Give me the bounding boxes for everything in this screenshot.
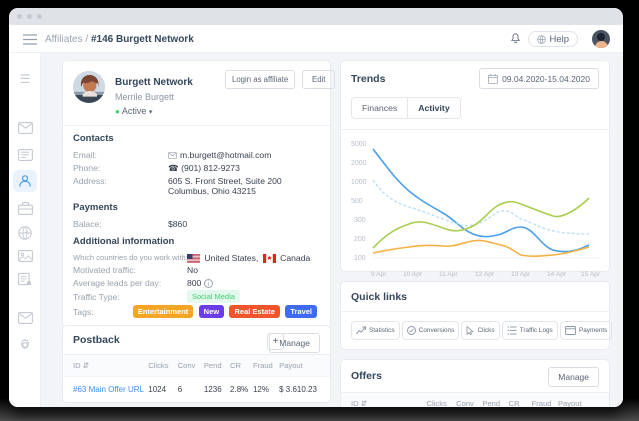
svg-text:14 Apr: 14 Apr <box>547 271 567 278</box>
svg-text:300: 300 <box>354 217 366 224</box>
svg-text:15 Apr: 15 Apr <box>581 271 601 278</box>
svg-text:2000: 2000 <box>351 160 367 167</box>
svg-text:11 Apr: 11 Apr <box>439 271 458 278</box>
svg-text:1000: 1000 <box>351 179 367 186</box>
svg-text:12 Apr: 12 Apr <box>475 271 495 278</box>
svg-text:500: 500 <box>351 198 363 205</box>
svg-text:10 Apr: 10 Apr <box>403 271 423 278</box>
svg-text:5000: 5000 <box>351 141 367 148</box>
svg-text:100: 100 <box>354 255 366 262</box>
svg-text:9 Apr: 9 Apr <box>371 271 387 278</box>
svg-text:13 Apr: 13 Apr <box>511 271 531 278</box>
svg-text:200: 200 <box>354 236 366 243</box>
